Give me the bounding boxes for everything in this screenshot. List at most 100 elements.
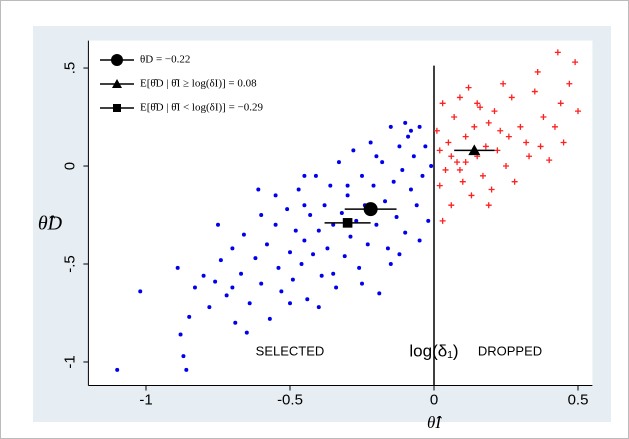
point [207,305,212,310]
annotation: log(δ₁) [409,341,458,360]
legend-label: E[θ̂D | θ̂I ≥ log(δI)] = 0.08 [140,78,257,90]
point [365,242,370,247]
point [138,289,143,294]
point [184,367,189,372]
point [462,133,469,140]
point [417,124,422,129]
point [511,178,518,185]
point [302,203,307,208]
y-axis-label: θ̂D [38,213,63,235]
point [403,120,408,125]
point [244,330,249,335]
point [546,157,553,164]
point [288,250,292,255]
x-tick-label: 0 [430,391,438,408]
point [247,301,252,306]
point [296,187,301,192]
point [448,202,455,209]
x-tick-label: -1 [139,391,152,408]
point [400,167,405,172]
point [279,289,284,294]
point [436,182,443,189]
point [345,183,350,188]
point [377,291,382,296]
point [403,230,408,235]
point [485,119,492,126]
point [187,314,192,319]
point [374,222,379,227]
point [256,187,261,192]
point [322,203,327,208]
point [385,246,390,251]
point [218,258,223,263]
point [454,159,461,166]
point [213,279,218,284]
point [471,123,478,130]
point [391,179,396,184]
point [233,320,238,325]
x-tick-label: 0.5 [568,391,589,408]
point [368,140,373,145]
point [201,273,206,278]
point [500,80,507,87]
point [351,148,356,153]
summary-point [363,202,378,217]
point [534,68,541,75]
legend-label: E[θ̂D | θ̂I < log(δI)] = −0.29 [140,102,263,114]
point [420,173,425,178]
point [488,186,495,193]
point [259,281,264,286]
legend-marker [112,79,122,88]
point [259,213,264,218]
point [334,285,339,290]
y-tick-label: .5 [61,62,78,75]
point [397,144,402,149]
point [491,108,498,115]
y-tick-label: 0 [61,162,78,170]
point [408,187,413,192]
point [523,139,530,146]
point [531,88,538,95]
point [290,277,295,282]
point [551,123,558,130]
point [497,127,504,134]
point [239,271,244,276]
point [439,217,446,224]
x-tick-label: -0.5 [277,391,303,408]
point [316,305,321,310]
point [178,332,183,337]
point [423,144,428,149]
point [429,164,434,169]
point [360,173,364,178]
point [230,285,235,290]
point [380,160,385,165]
point [388,124,393,129]
point [554,49,561,56]
point [388,262,393,267]
point [406,134,411,139]
point [540,114,547,121]
point [264,242,269,247]
point [288,301,292,306]
point [253,256,258,261]
point [316,228,321,233]
point [336,160,341,165]
point [285,207,290,212]
point [230,246,235,251]
summary-point [468,144,481,156]
point [331,271,336,276]
point [342,254,347,259]
point [325,246,330,251]
point [383,199,388,204]
point [456,94,463,101]
x-axis-label: θ̂I [427,413,442,432]
point [224,293,229,298]
point [477,104,484,111]
point [175,265,180,270]
point [276,265,281,270]
point [319,273,324,278]
point [414,203,419,208]
point [433,127,440,134]
point [417,238,422,243]
